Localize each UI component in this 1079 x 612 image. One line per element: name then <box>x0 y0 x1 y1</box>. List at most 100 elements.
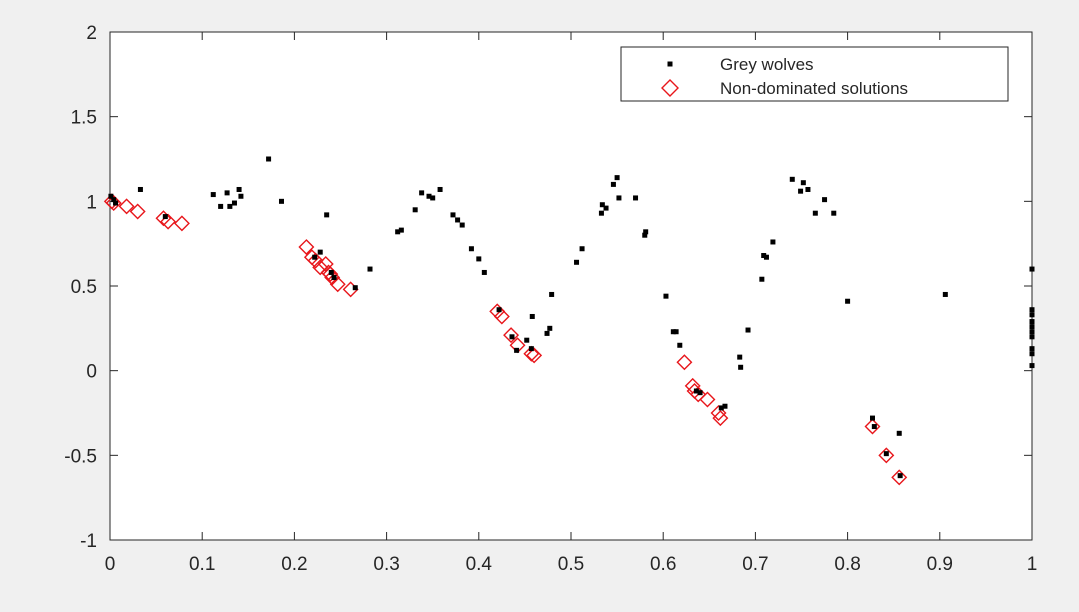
x-tick-label: 0.2 <box>281 554 307 575</box>
grey-wolf-point <box>805 186 811 192</box>
non-dominated-point <box>307 252 324 269</box>
grey-wolf-point <box>236 186 242 192</box>
grey-wolf-point <box>896 430 902 436</box>
x-tick-label: 0.1 <box>189 554 215 575</box>
grey-wolf-point <box>1029 351 1035 357</box>
x-tick-label: 1 <box>1027 554 1038 575</box>
y-tick-label: 2 <box>86 23 97 44</box>
grey-wolf-point <box>614 175 620 181</box>
grey-wolf-point <box>238 193 244 199</box>
grey-wolf-point <box>549 291 555 297</box>
non-dominated-point <box>322 266 339 283</box>
non-dominated-point <box>324 269 341 286</box>
grey-wolf-point <box>547 325 553 331</box>
non-dominated-point <box>710 405 727 421</box>
grey-wolf-point <box>845 298 851 304</box>
grey-wolf-point <box>331 275 337 281</box>
non-dominated-point <box>523 345 540 362</box>
ticks-layer: 0 0.1 0.2 0.3 0.4 0.5 0.6 0.7 0.8 0.9 1 -1 -0.5 0 0.5 1… <box>64 23 1037 575</box>
grey-wolf-point <box>603 205 609 211</box>
non-dominated-point <box>118 198 135 215</box>
grey-wolf-point <box>544 330 550 336</box>
grey-wolf-point <box>352 285 358 291</box>
non-dominated-point <box>699 391 716 408</box>
grey-wolf-point <box>395 229 401 235</box>
grey-wolf-point <box>883 451 889 457</box>
grey-wolf-point <box>437 186 443 192</box>
grey-wolf-point <box>1029 363 1035 369</box>
grey-wolf-point <box>459 222 465 228</box>
grey-wolf-point <box>137 186 143 192</box>
y-tick-label: 0 <box>86 362 97 383</box>
grey-wolf-point <box>162 214 168 220</box>
grey-wolf-point <box>616 195 622 201</box>
x-tick-label: 0.7 <box>742 554 768 575</box>
grey-wolf-point <box>1029 334 1035 340</box>
grey-wolf-point <box>1029 312 1035 318</box>
grey-wolf-point <box>266 156 272 162</box>
grey-wolf-point <box>789 176 795 182</box>
grey-wolf-point <box>430 195 436 201</box>
non-dominated-point <box>129 203 146 220</box>
grey-wolf-point <box>412 207 418 213</box>
grey-wolf-point <box>663 293 669 299</box>
y-tick-label: 1 <box>86 192 97 213</box>
grey-wolf-point <box>1029 329 1035 335</box>
grey-wolf-point <box>514 347 520 353</box>
grey-wolf-point <box>770 239 776 245</box>
grey-wolf-point <box>224 190 230 196</box>
grey-wolf-point <box>367 266 373 272</box>
grey-wolf-point <box>218 203 224 209</box>
grey-wolf-point <box>419 190 425 196</box>
non-dominated-point <box>676 354 693 371</box>
grey-wolf-point <box>324 212 330 218</box>
grey-wolf-point <box>528 346 534 352</box>
grey-wolf-point <box>812 210 818 216</box>
grey-wolf-point <box>738 364 744 370</box>
grey-wolf-point <box>763 254 769 260</box>
points-layer <box>103 156 1035 486</box>
grey-wolf-point <box>529 313 535 319</box>
grey-wolf-point <box>670 329 676 335</box>
x-tick-label: 0.4 <box>466 554 493 575</box>
x-tick-label: 0.3 <box>373 554 399 575</box>
grey-wolf-point <box>633 195 639 201</box>
grey-wolf-point <box>759 276 765 282</box>
grey-wolf-point <box>574 259 580 265</box>
grey-wolf-point <box>278 198 284 204</box>
non-dominated-point <box>690 386 707 403</box>
grey-wolf-point <box>468 246 474 252</box>
grey-wolf-point <box>524 337 530 343</box>
non-dominated-point <box>891 469 908 486</box>
grey-wolf-point <box>1029 319 1035 325</box>
legend: Grey wolves Non-dominated solutions <box>620 46 1009 102</box>
non-dominated-point <box>878 447 895 464</box>
grey-wolf-point <box>317 249 323 255</box>
grey-wolf-point <box>496 307 502 313</box>
plot-area <box>109 31 1033 541</box>
grey-wolf-point <box>113 200 119 206</box>
grey-wolf-point <box>328 269 334 275</box>
grey-wolf-point <box>312 254 318 260</box>
grey-wolf-point <box>599 202 605 208</box>
grey-wolf-point <box>1029 324 1035 330</box>
grey-wolf-point <box>673 329 679 335</box>
legend-grey-wolves-label: Grey wolves <box>720 55 814 74</box>
grey-wolf-point <box>108 193 114 199</box>
x-tick-label: 0 <box>105 554 116 575</box>
legend-non-dominated-label: Non-dominated solutions <box>720 79 908 98</box>
y-tick-label: -1 <box>80 531 97 552</box>
grey-wolf-point <box>745 327 751 333</box>
legend-non-dominated-marker <box>661 79 679 97</box>
grey-wolf-point <box>642 232 648 238</box>
x-tick-label: 0.6 <box>650 554 676 575</box>
grey-wolf-point <box>718 405 724 411</box>
x-tick-label: 0.8 <box>834 554 860 575</box>
grey-wolf-point <box>210 192 216 198</box>
grey-wolf-point <box>822 197 828 203</box>
non-dominated-point <box>864 418 881 435</box>
grey-wolf-point <box>111 197 117 203</box>
non-dominated-point <box>298 239 315 256</box>
